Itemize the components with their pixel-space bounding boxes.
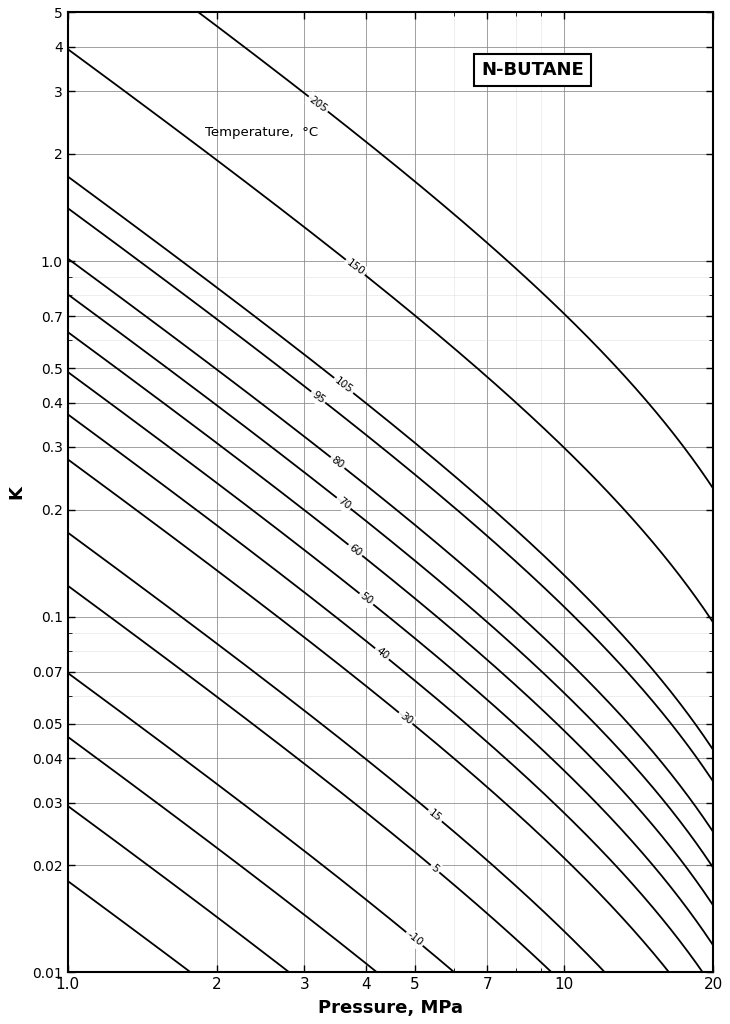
Text: 60: 60 (347, 543, 364, 558)
Text: 50: 50 (358, 591, 374, 607)
Text: 205: 205 (307, 94, 329, 114)
Text: 105: 105 (333, 376, 355, 395)
Text: N-BUTANE: N-BUTANE (481, 61, 584, 79)
X-axis label: Pressure, MPa: Pressure, MPa (318, 999, 463, 1017)
Text: 40: 40 (374, 646, 391, 662)
Text: 5: 5 (429, 863, 441, 874)
Text: Temperature,  °C: Temperature, °C (204, 126, 318, 139)
Text: 30: 30 (397, 711, 414, 726)
Text: -10: -10 (405, 930, 424, 948)
Y-axis label: K: K (7, 485, 25, 500)
Text: 95: 95 (310, 389, 326, 406)
Text: 70: 70 (336, 496, 352, 511)
Text: 150: 150 (345, 257, 366, 278)
Text: 80: 80 (329, 455, 346, 471)
Text: 15: 15 (427, 808, 443, 823)
